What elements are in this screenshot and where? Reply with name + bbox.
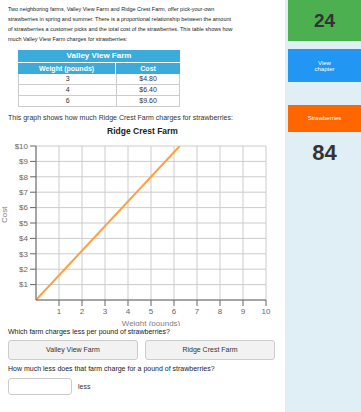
svg-text:4: 4 [126, 307, 131, 316]
svg-text:2: 2 [80, 307, 85, 316]
html-text:Ridge Crest Farm: Ridge Crest Farm [107, 126, 178, 136]
svg-text:$4: $4 [19, 234, 28, 243]
svg-text:$5: $5 [19, 219, 28, 228]
html-text:less: less [78, 383, 91, 390]
html-text:strawberries in spring and sum: strawberries in spring and summer. There… [8, 16, 232, 22]
html-text:Which farm charges less per po: Which farm charges less per pound of str… [8, 328, 170, 335]
svg-text:10: 10 [262, 307, 271, 316]
html-text:of strawberries a customer pic: of strawberries a customer picks and the… [8, 26, 233, 32]
svg-text:$2: $2 [19, 265, 28, 274]
html-text:How much less does that farm c: How much less does that farm charge for … [8, 365, 215, 372]
svg-text:Weight (pounds): Weight (pounds) [122, 319, 181, 326]
svg-text:1: 1 [57, 307, 62, 316]
svg-text:$1: $1 [19, 280, 28, 289]
html-text:84: 84 [312, 140, 337, 165]
html-text:4: 4 [65, 86, 70, 93]
svg-text:$10: $10 [15, 142, 29, 151]
html-text:3: 3 [65, 75, 70, 82]
svg-text:$8: $8 [19, 173, 28, 182]
html-text:Weight (pounds): Weight (pounds) [39, 65, 95, 72]
svg-text:3: 3 [103, 307, 108, 316]
html-text:Cost: Cost [140, 65, 156, 72]
svg-text:7: 7 [195, 307, 200, 316]
html-text:$9.60: $9.60 [139, 97, 157, 104]
html-text:Valley View Farm: Valley View Farm [66, 51, 132, 60]
html-text:This graph shows how much Ridg: This graph shows how much Ridge Crest Fa… [8, 114, 233, 121]
svg-text:Cost: Cost [8, 206, 9, 223]
html-text:Two neighboring farms, Valley: Two neighboring farms, Valley View Farm … [8, 6, 215, 12]
svg-text:6: 6 [172, 307, 177, 316]
html-text:$4.80: $4.80 [139, 75, 157, 82]
html-text:Valley View Farm: Valley View Farm [46, 346, 100, 353]
svg-text:$3: $3 [19, 250, 28, 259]
svg-text:$7: $7 [19, 188, 28, 197]
html-text:24: 24 [313, 10, 336, 31]
html-text:much Valley View Farm charges: much Valley View Farm charges for strawb… [8, 36, 128, 42]
svg-text:5: 5 [149, 307, 154, 316]
html-text:6: 6 [65, 97, 70, 104]
html-text:$6.40: $6.40 [139, 86, 157, 93]
svg-text:$9: $9 [19, 157, 28, 166]
svg-text:8: 8 [218, 307, 223, 316]
svg-text:$6: $6 [19, 203, 28, 212]
html-text:View chapter: View chapter [314, 59, 335, 72]
svg-text:9: 9 [241, 307, 246, 316]
html-text:Ridge Crest Farm: Ridge Crest Farm [182, 346, 238, 353]
html-text:Strawberries: Strawberries [307, 115, 342, 121]
